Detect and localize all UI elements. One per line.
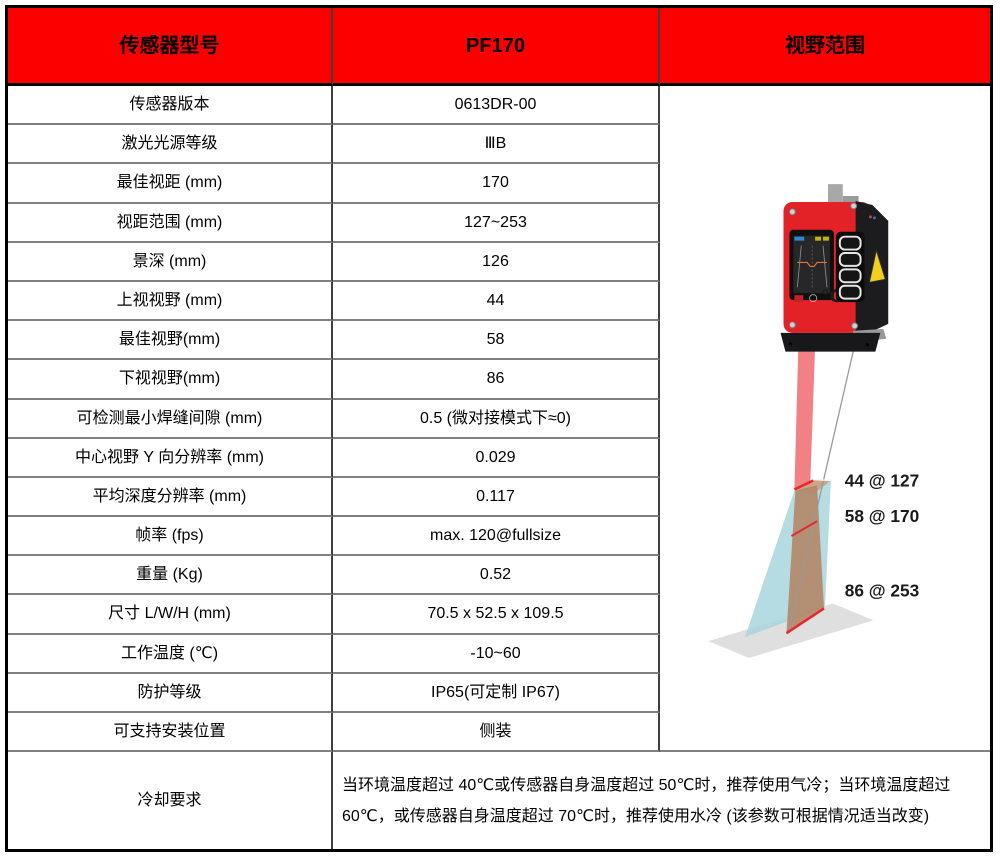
- header-model-value: PF170: [333, 8, 660, 86]
- device-button: [838, 284, 862, 300]
- device-button: [838, 268, 862, 284]
- spec-label: 景深 (mm): [8, 242, 333, 282]
- mount-connector-step: [842, 196, 859, 207]
- device-button: [838, 252, 862, 267]
- optical-axis-line: [787, 336, 858, 633]
- spec-value: 86: [333, 360, 660, 400]
- spec-value: IP65(可定制 IP67): [333, 673, 660, 713]
- header-fov-range: 视野范围: [660, 8, 990, 86]
- fov-label-170: 58 @ 170: [845, 506, 919, 526]
- screen-fov-line: [822, 245, 828, 288]
- spec-label: 激光光源等级: [8, 125, 333, 165]
- mount-connector: [827, 184, 843, 207]
- top-edge-highlight: [813, 478, 832, 482]
- spec-label: 平均深度分辨率 (mm): [8, 477, 333, 518]
- spec-label: 中心视野 Y 向分辨率 (mm): [8, 438, 333, 478]
- spec-label: 下视视野(mm): [8, 360, 333, 400]
- fov-label-253: 86 @ 253: [845, 581, 919, 601]
- cooling-requirement-text: 当环境温度超过 40℃或传感器自身温度超过 50℃时，推荐使用气冷；当环境温度超…: [333, 752, 990, 850]
- spec-value: max. 120@fullsize: [333, 517, 660, 557]
- spec-label: 工作温度 (℃): [8, 634, 333, 674]
- screw-icon: [788, 321, 796, 329]
- spec-value: 0.5 (微对接模式下≈0): [333, 399, 660, 439]
- side-led-red: [868, 215, 872, 219]
- screen-status-yellow: [815, 236, 822, 241]
- screen-logo-icon: [794, 295, 804, 303]
- screen-status-yellow: [823, 236, 829, 241]
- spec-label: 传感器版本: [8, 86, 333, 126]
- fov-diagram: ℃ 44 @ 127 58 @ 170 86 @: [708, 184, 919, 658]
- fov-diagram-cell: ℃ 44 @ 127 58 @ 170 86 @: [660, 86, 990, 753]
- device-button: [838, 235, 862, 251]
- spec-value: 58: [333, 321, 660, 361]
- spec-value: 44: [333, 281, 660, 322]
- side-led-blue: [872, 216, 876, 220]
- spec-label: 上视视野 (mm): [8, 281, 333, 322]
- screen-weld-profile: [797, 261, 827, 268]
- housing-dot: [788, 342, 792, 346]
- spec-value: 170: [333, 164, 660, 204]
- header-sensor-model: 传感器型号: [8, 8, 333, 86]
- spec-label: 防护等级: [8, 673, 333, 713]
- screw-icon: [851, 322, 859, 330]
- spec-value: 侧装: [333, 713, 660, 753]
- spec-label: 视距范围 (mm): [8, 203, 333, 243]
- spec-value: 0.52: [333, 556, 660, 596]
- screw-icon: [850, 202, 858, 210]
- fov-line-170: [790, 520, 818, 537]
- spec-label: 可支持安装位置: [8, 713, 333, 753]
- spec-value: 126: [333, 242, 660, 282]
- screen-fov-line: [796, 245, 802, 288]
- fov-line-253: [785, 607, 825, 635]
- spec-value: 0.029: [333, 438, 660, 478]
- spec-label: 最佳视距 (mm): [8, 164, 333, 204]
- spec-label: 可检测最小焊缝间隙 (mm): [8, 399, 333, 439]
- housing-dot: [865, 343, 870, 347]
- laser-warning-icon: [868, 249, 886, 283]
- spec-value: 70.5 x 52.5 x 109.5: [333, 595, 660, 635]
- fov-line-127: [793, 479, 814, 491]
- spec-value: 127~253: [333, 203, 660, 243]
- spec-value: 0.117: [333, 477, 660, 518]
- cooling-label: 冷却要求: [8, 752, 333, 850]
- spec-label: 帧率 (fps): [8, 517, 333, 557]
- screen-status-blue: [794, 236, 805, 241]
- spec-label: 重量 (Kg): [8, 556, 333, 596]
- spec-value: ⅢB: [333, 125, 660, 165]
- screw-icon: [788, 208, 796, 216]
- spec-label: 最佳视野(mm): [8, 321, 333, 361]
- spec-value: -10~60: [333, 634, 660, 674]
- spec-table: 传感器型号 PF170 视野范围: [5, 5, 993, 853]
- screen-button-icon: [809, 294, 818, 303]
- laser-beam: [794, 346, 816, 490]
- device-side-panel: [855, 200, 889, 333]
- spec-value: 0613DR-00: [333, 86, 660, 126]
- spec-label: 尺寸 L/W/H (mm): [8, 595, 333, 635]
- sensor-device-illustration: ℃: [780, 184, 889, 352]
- fov-label-127: 44 @ 127: [845, 470, 919, 490]
- optics-housing: [780, 332, 881, 352]
